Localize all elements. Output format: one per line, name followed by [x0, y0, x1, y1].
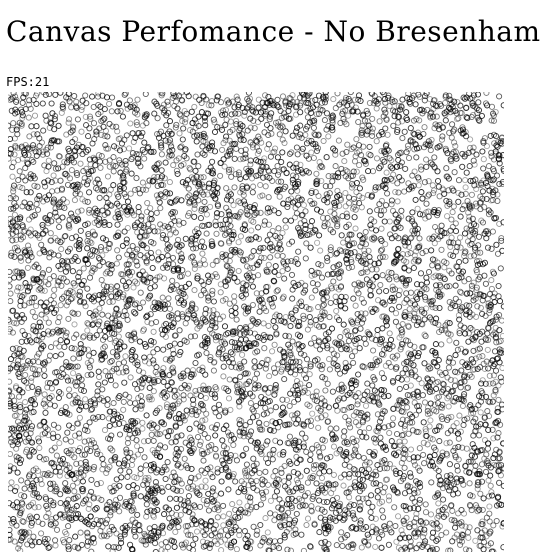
- fps-counter: FPS:21: [6, 75, 50, 89]
- circle-field: [8, 92, 504, 552]
- page-title: Canvas Perfomance - No Bresenham: [6, 15, 541, 48]
- performance-canvas: [8, 92, 504, 552]
